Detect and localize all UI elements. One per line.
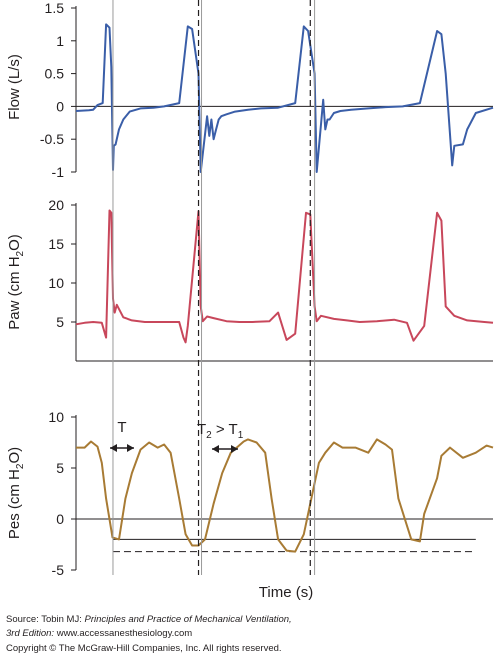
source-line-1: Source: Tobin MJ: Principles and Practic…	[6, 614, 292, 625]
flow-ytick-label: -0.5	[40, 131, 64, 147]
paw-ylabel: Paw (cm H2O)	[6, 234, 26, 330]
svg-text:T: T	[117, 419, 126, 436]
flow-panel: -1 -0.5 0 0.5 1 1.5	[40, 0, 494, 180]
flow-trace	[75, 23, 494, 173]
arrow-T-left-head	[110, 444, 117, 452]
flow-ytick-label: 0	[56, 98, 64, 114]
copyright: Copyright © The McGraw-Hill Companies, I…	[6, 643, 282, 654]
arrow-T2-right-head	[231, 445, 238, 453]
pes-ytick-label: 5	[56, 460, 64, 476]
flow-ytick-label: 0.5	[45, 66, 65, 82]
flow-ylabel: Flow (L/s)	[6, 54, 23, 120]
pes-ytick-label: -5	[52, 562, 65, 578]
svg-text:T2 > T1: T2 > T1	[197, 421, 244, 441]
paw-ytick-label: 15	[48, 236, 64, 252]
annotation-T: T	[110, 419, 134, 452]
paw-trace	[75, 209, 494, 344]
arrow-T-right-head	[127, 444, 134, 452]
flow-ytick-label: -1	[52, 164, 65, 180]
pes-ytick-label: 10	[48, 409, 64, 425]
vertical-markers	[112, 0, 316, 575]
x-axis-title: Time (s)	[259, 584, 313, 601]
paw-panel: 5 10 15 20	[48, 197, 494, 362]
pes-ylabel: Pes (cm H2O)	[6, 447, 26, 539]
source-line-2: 3rd Edition: www.accessanesthesiology.co…	[6, 628, 193, 639]
paw-ytick-label: 5	[56, 314, 64, 330]
pes-trace	[76, 438, 494, 553]
arrow-T2-left-head	[212, 445, 219, 453]
annotation-T2-gt-T1: T2 > T1	[197, 421, 244, 453]
flow-ytick-label: 1	[56, 33, 64, 49]
flow-ytick-label: 1.5	[45, 0, 65, 16]
paw-ytick-label: 10	[48, 275, 64, 291]
pes-panel: -5 0 5 10	[48, 409, 494, 578]
paw-ytick-label: 20	[48, 197, 64, 213]
pes-ytick-label: 0	[56, 511, 64, 527]
